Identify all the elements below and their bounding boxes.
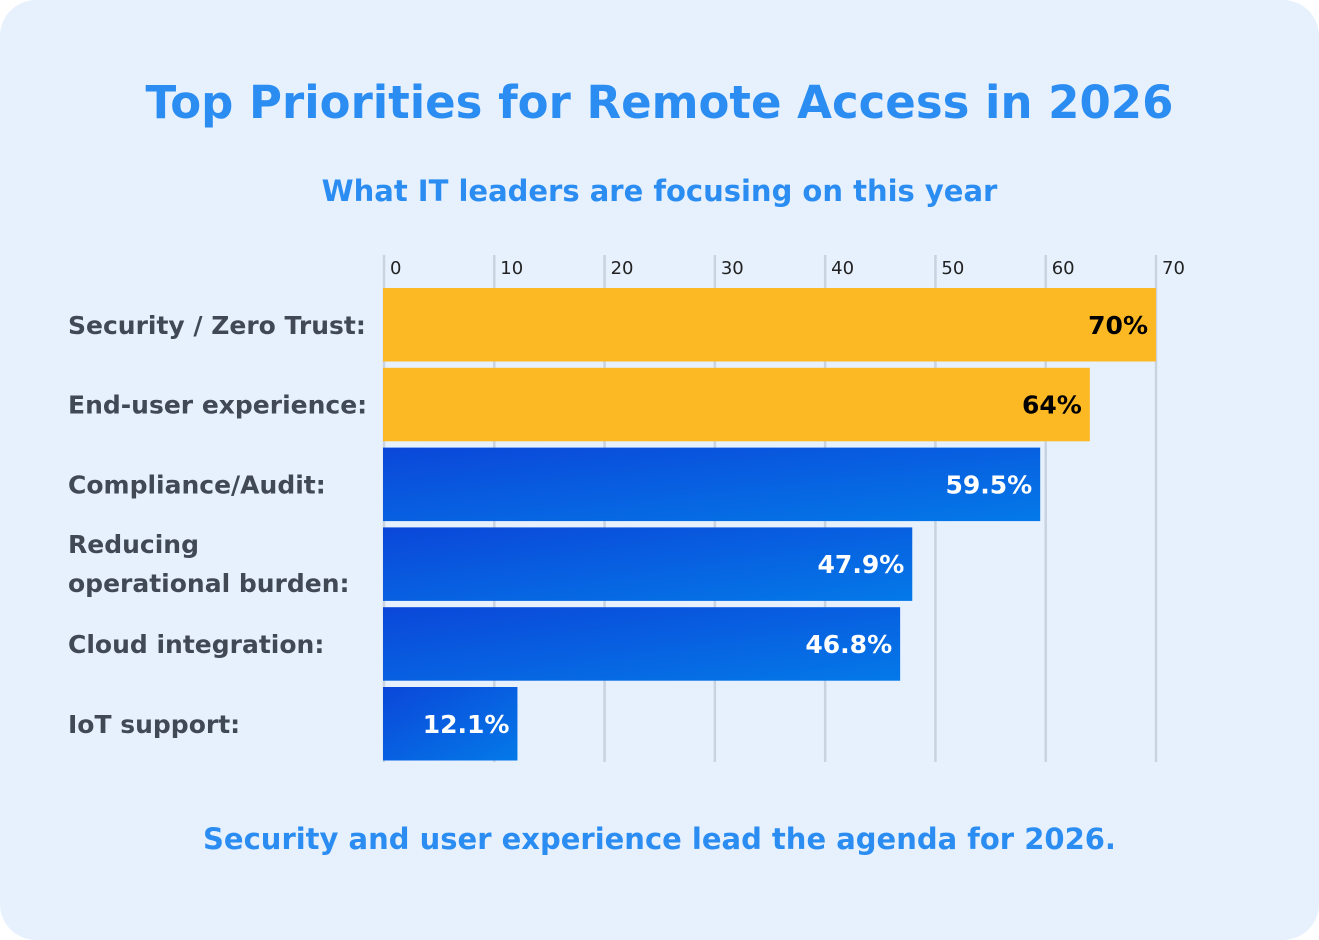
category-label: Cloud integration:	[68, 630, 324, 659]
x-tick-label: 60	[1052, 258, 1075, 279]
category-label: Security / Zero Trust:	[68, 311, 366, 340]
value-label: 12.1%	[423, 710, 510, 739]
x-tick-label: 10	[500, 258, 523, 279]
x-tick-label: 40	[831, 258, 854, 279]
chart-footer: Security and user experience lead the ag…	[203, 822, 1116, 856]
x-tick-label: 30	[721, 258, 744, 279]
x-tick-label: 0	[390, 258, 401, 279]
x-tick-label: 20	[611, 258, 634, 279]
value-label: 64%	[1022, 391, 1082, 420]
category-label: Compliance/Audit:	[68, 470, 326, 499]
category-label: Reducing operational burden:	[68, 530, 350, 598]
bar	[383, 527, 913, 601]
bar	[383, 288, 1156, 362]
value-label: 46.8%	[805, 630, 892, 659]
category-label: IoT support:	[68, 710, 240, 739]
x-tick-label: 50	[941, 258, 964, 279]
bar	[383, 447, 1041, 522]
bar	[383, 687, 518, 761]
bar	[383, 607, 901, 681]
category-label: End-user experience:	[68, 391, 367, 420]
bar	[383, 367, 1090, 442]
value-label: 70%	[1088, 311, 1148, 340]
chart-title: Top Priorities for Remote Access in 2026	[145, 76, 1174, 129]
chart-subtitle: What IT leaders are focusing on this yea…	[321, 174, 998, 208]
value-label: 47.9%	[818, 550, 905, 579]
x-tick-label: 70	[1162, 258, 1185, 279]
value-label: 59.5%	[945, 470, 1032, 499]
